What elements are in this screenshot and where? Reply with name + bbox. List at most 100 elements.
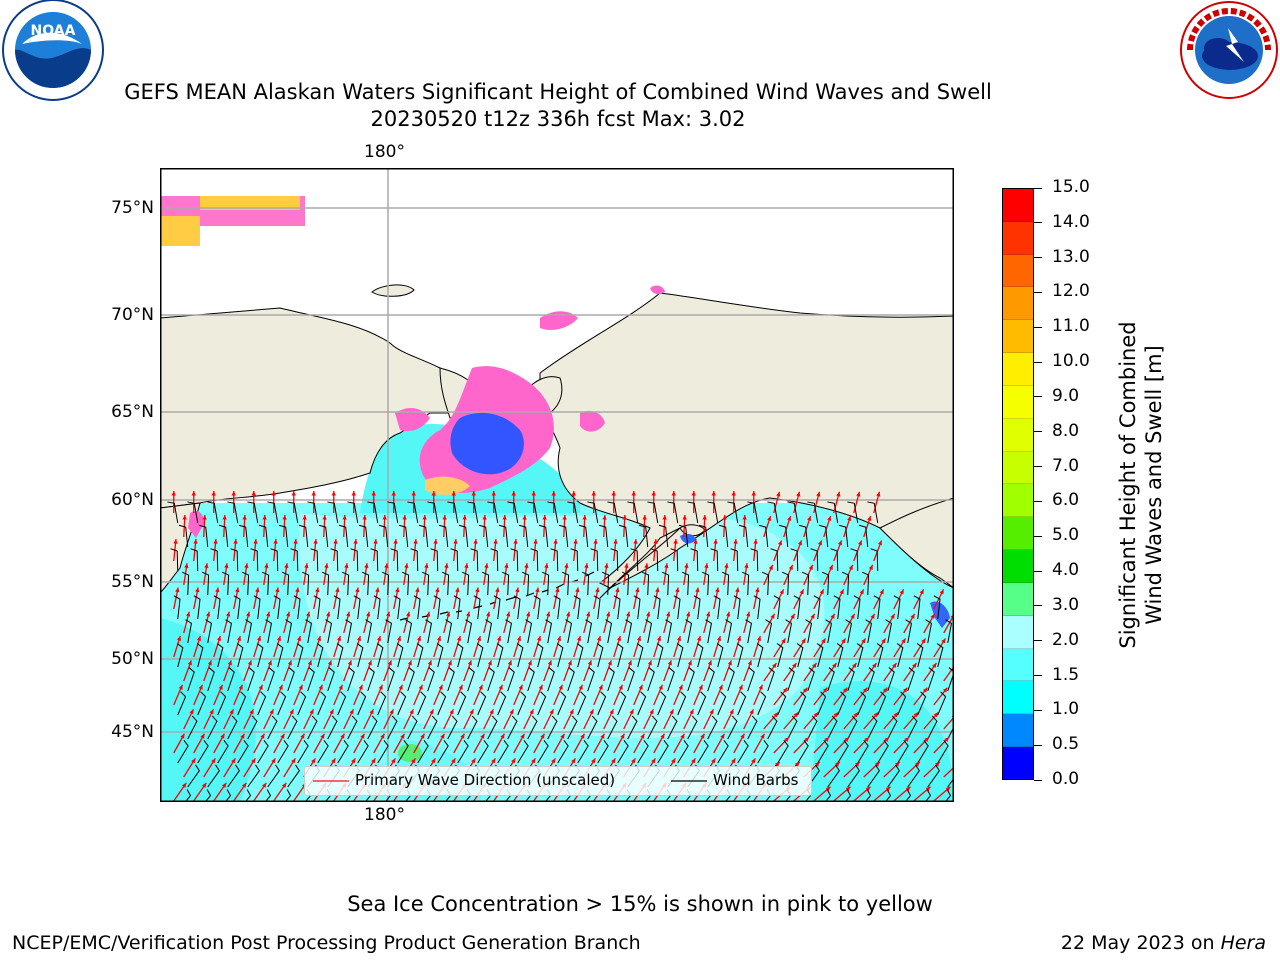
wind-barb (307, 667, 315, 692)
wind-barb (567, 667, 575, 692)
wind-barb (587, 715, 598, 740)
wave-direction-arrowhead (482, 515, 487, 520)
wind-barb (237, 740, 249, 764)
wave-direction-arrowhead (939, 589, 944, 595)
wind-barb (885, 619, 893, 644)
wind-barb (207, 715, 218, 740)
wind-barb (313, 595, 321, 620)
wind-barb (338, 524, 349, 548)
wave-direction-arrowhead (867, 516, 872, 522)
wave-direction-arrowhead (782, 687, 788, 693)
wave-direction-arrowhead (875, 761, 880, 767)
wind-barb (310, 548, 319, 572)
wave-direction-arrowhead (627, 660, 632, 666)
wave-direction-arrowhead (522, 515, 527, 520)
legend-arrow-label: Primary Wave Direction (unscaled) (355, 771, 616, 789)
wind-barb (547, 667, 555, 692)
colorbar (1002, 188, 1034, 780)
wave-direction-arrowhead (340, 733, 345, 739)
wind-barb (467, 715, 478, 740)
wave-direction-arrowhead (912, 663, 917, 668)
wind-barb (927, 715, 938, 740)
wind-barb (538, 524, 549, 548)
wind-barb (913, 595, 921, 620)
wave-direction-arrowhead (264, 563, 269, 569)
colorbar-band (1003, 714, 1033, 748)
wind-barb (817, 691, 827, 716)
wave-direction-arrowhead (808, 564, 813, 570)
wind-barb (687, 715, 698, 740)
wave-direction-arrowhead (316, 636, 322, 641)
wind-barb (676, 643, 684, 668)
wave-direction-arrowhead (611, 758, 616, 764)
wave-direction-arrowhead (651, 491, 656, 496)
colorbar-tick-mark (1034, 361, 1042, 363)
wind-barb (810, 548, 819, 572)
wave-direction-arrowhead (242, 515, 247, 520)
wave-direction-arrowhead (825, 786, 831, 792)
wind-barb (398, 524, 409, 548)
wave-direction-arrowhead (893, 712, 899, 718)
wave-direction-arrowhead (847, 516, 852, 522)
wind-barb (713, 595, 721, 620)
wind-barb (177, 691, 187, 716)
wave-direction-arrowhead (591, 758, 596, 764)
wave-direction-arrowhead (587, 660, 592, 666)
colorbar-tick-label: 9.0 (1052, 385, 1080, 406)
wind-barb (377, 740, 389, 764)
wind-barb (505, 619, 513, 644)
wind-barb (705, 619, 713, 644)
wave-direction-arrowhead (241, 782, 247, 788)
wind-barb (653, 595, 661, 620)
wave-direction-arrowhead (451, 758, 456, 764)
wind-barb (827, 667, 835, 692)
wave-direction-arrowhead (857, 540, 862, 546)
wind-barb (187, 667, 195, 692)
wind-barb (850, 548, 859, 572)
wind-barb (184, 789, 192, 802)
wind-barb (858, 524, 869, 548)
wave-direction-arrowhead (591, 491, 596, 496)
wind-barb (247, 667, 255, 692)
wave-direction-arrowhead (455, 587, 460, 593)
wind-barb (230, 548, 239, 572)
wave-direction-arrowhead (695, 587, 700, 593)
wind-barb (285, 619, 293, 644)
wave-direction-arrowhead (362, 515, 367, 520)
wind-barb (281, 571, 290, 596)
wave-direction-arrowhead (295, 587, 300, 593)
wind-barb (893, 595, 901, 620)
wave-direction-arrow (943, 665, 954, 682)
graticule (160, 168, 954, 802)
wind-barb (430, 548, 439, 572)
wave-direction-arrowhead (722, 515, 727, 520)
wind-barb (625, 619, 633, 644)
wave-direction-arrowhead (531, 491, 536, 496)
wind-barb (198, 524, 209, 548)
wave-direction-arrowhead (753, 539, 758, 544)
wave-direction-arrowhead (673, 539, 678, 544)
wave-direction-arrowhead (662, 515, 667, 520)
wind-barb (458, 524, 469, 548)
wind-barb (485, 619, 493, 644)
wave-direction-arrowhead (253, 539, 258, 544)
wave-direction-arrowhead (207, 660, 212, 666)
wind-barb (247, 501, 259, 524)
wave-direction-arrowhead (502, 515, 507, 520)
wind-barb (510, 548, 519, 572)
wave-direction-arrowhead (751, 491, 756, 496)
wave-direction-arrowhead (327, 660, 332, 666)
wave-direction-arrowhead (487, 660, 492, 666)
lat-label-65n: 65°N (111, 402, 154, 422)
wave-direction-arrowhead (616, 636, 622, 641)
wave-direction-arrowhead (582, 515, 587, 520)
colorbar-tick-mark (1034, 466, 1042, 468)
wind-barb (276, 643, 284, 668)
wind-barb (787, 501, 799, 524)
wind-barb (790, 548, 799, 572)
wind-barb (318, 524, 329, 548)
wave-direction-arrowhead (711, 491, 716, 496)
wind-barb (367, 501, 379, 524)
wave-direction-arrowhead (181, 782, 187, 788)
wind-barb (456, 643, 464, 668)
